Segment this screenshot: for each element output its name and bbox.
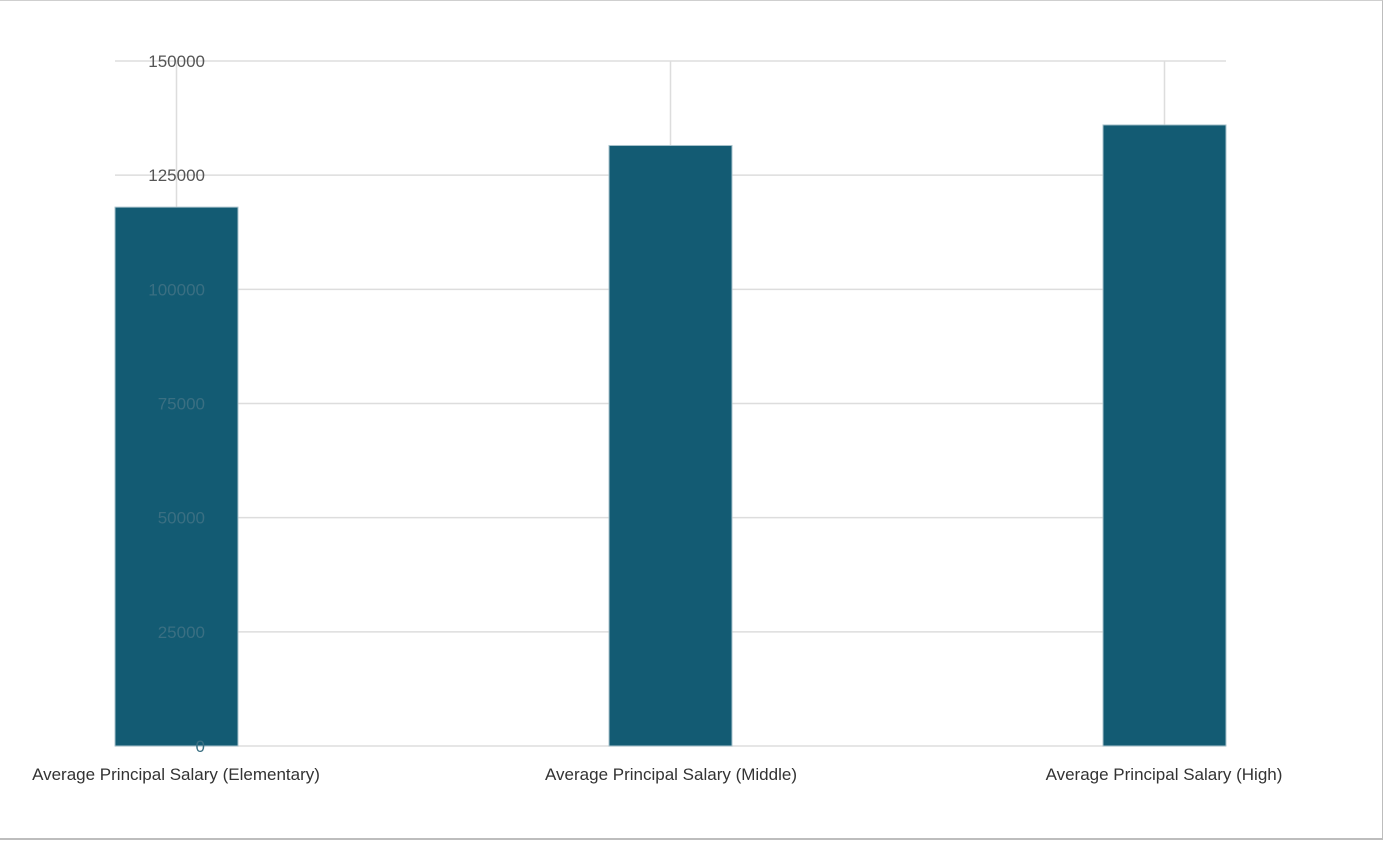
x-axis-categories: Average Principal Salary (Elementary) Ave…: [32, 765, 1282, 784]
bar: [114, 206, 239, 747]
y-tick-label: 150000: [148, 52, 205, 71]
bar: [1102, 124, 1227, 747]
y-tick-label: 75000: [158, 395, 205, 414]
x-category-label: Average Principal Salary (High): [1046, 765, 1283, 784]
y-tick-label: 125000: [148, 166, 205, 185]
y-tick-label: 25000: [158, 623, 205, 642]
x-category-label: Average Principal Salary (Elementary): [32, 765, 320, 784]
y-tick-label: 0: [196, 737, 205, 756]
y-tick-label: 100000: [148, 280, 205, 299]
bars: [114, 124, 1227, 747]
bar: [608, 144, 733, 747]
x-category-label: Average Principal Salary (Middle): [545, 765, 797, 784]
y-tick-label: 50000: [158, 509, 205, 528]
y-axis-ticks: 0 25000 50000 75000 100000 125000 150000: [148, 52, 205, 756]
